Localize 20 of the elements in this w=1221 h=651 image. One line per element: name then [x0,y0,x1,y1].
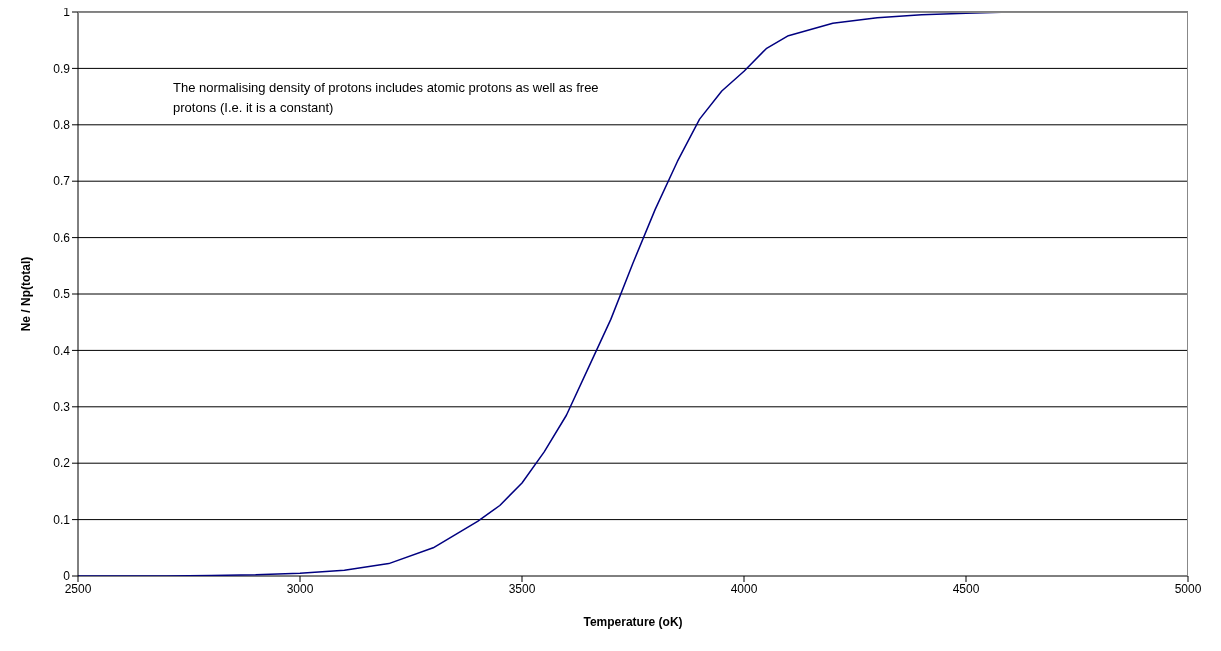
x-tick-label: 5000 [1174,581,1202,596]
x-axis-title: Temperature (oK) [583,615,683,629]
y-tick-label: 0.7 [53,174,71,189]
y-tick-label: 0.1 [53,512,71,527]
y-tick-label: 0.3 [53,400,71,415]
x-tick-label: 4000 [730,581,758,596]
y-tick-label: 0.9 [53,61,71,76]
y-tick-label: 0.6 [53,230,71,245]
y-tick-label: 0.4 [53,343,71,358]
x-tick-label: 3500 [508,581,536,596]
y-tick-label: 0.8 [53,118,71,133]
y-tick-label: 0.5 [53,287,71,302]
y-tick-label: 0 [63,569,71,584]
y-tick-label: 0.2 [53,456,71,471]
x-tick-label: 4500 [952,581,980,596]
x-tick-label: 2500 [64,581,92,596]
annotation: The normalising density of protons includes atomic protons as well as free protons (I.e. it is a constant) [173,79,600,117]
x-tick-label: 3000 [286,581,314,596]
y-tick-label: 1 [63,5,71,20]
y-axis-title: Ne / Np(total) [19,256,34,332]
